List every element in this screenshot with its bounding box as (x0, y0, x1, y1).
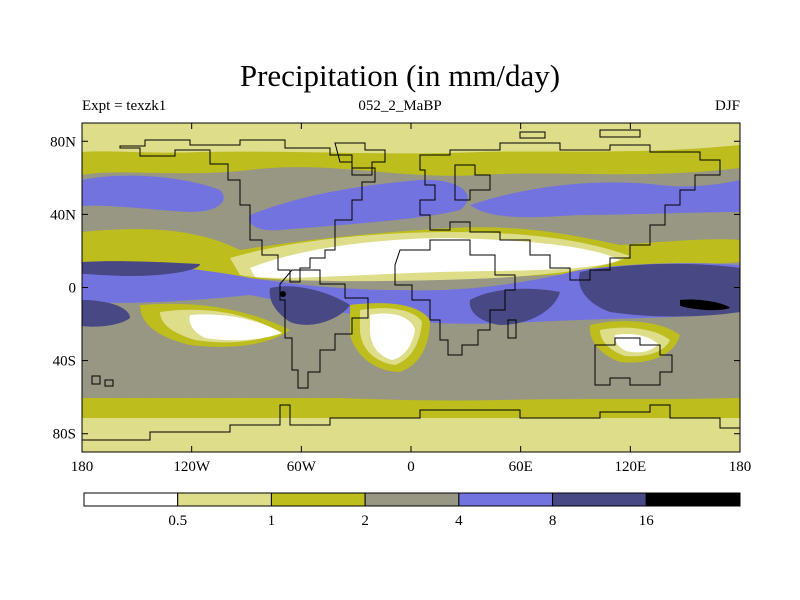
colorbar-box-0 (83, 492, 179, 507)
storm-track-pacific (82, 175, 224, 212)
coast-australia (594, 337, 673, 386)
coast-south-america (279, 269, 369, 389)
southern-storm-track (82, 370, 740, 401)
season-label: DJF (714, 98, 740, 114)
coast-scandinavia (454, 164, 491, 201)
colorbar-label-4: 8 (549, 513, 557, 529)
colorbar-box-5 (552, 492, 647, 507)
subtropic-dry-south (189, 314, 282, 341)
australia-dry (614, 334, 658, 353)
atlantic-south-dry (370, 313, 415, 360)
itcz-8-16-africa (469, 288, 560, 325)
y-tick-label-3: 40S (53, 354, 76, 370)
y-tick-label-4: 80S (53, 427, 76, 443)
plot-title: Precipitation (in mm/day) (239, 58, 561, 93)
colorbar-label-5: 16 (639, 513, 655, 529)
colorbar-box-6 (645, 492, 741, 507)
experiment-label: Expt = texzk1 (82, 98, 167, 114)
y-axis: 80N 40N 0 40S 80S (50, 134, 740, 443)
x-tick-label-1: 120W (173, 459, 211, 475)
x-tick-label-3: 0 (407, 459, 415, 475)
x-axis: 180 120W 60W 0 60E 120E 180 (71, 123, 752, 475)
coast-islands-south-pacific (91, 375, 114, 387)
coast-greenland (334, 142, 386, 176)
coast-africa (394, 239, 516, 356)
antarctic-dry (300, 427, 500, 452)
y-tick-label-0: 80N (50, 134, 76, 150)
coast-north-america (119, 139, 376, 283)
x-tick-label-0: 180 (71, 459, 94, 475)
itcz-8-16-pacific (82, 261, 200, 276)
colorbar-box-1 (177, 492, 272, 507)
itcz-4-8 (82, 262, 740, 324)
coast-antarctica (82, 404, 740, 441)
colorbar-box-3 (364, 492, 460, 507)
colorbar-label-3: 4 (455, 513, 463, 529)
colorbar-box-4 (458, 492, 554, 507)
subtropic-dry-north (250, 238, 620, 278)
colorbar-label-2: 2 (361, 513, 369, 529)
storm-track-atlantic (249, 179, 468, 231)
band-north-1-2 (82, 123, 740, 154)
x-tick-label-6: 180 (729, 459, 752, 475)
coast-eurasia (419, 142, 721, 281)
x-tick-label-5: 120E (614, 459, 646, 475)
colorbar-box-2 (270, 492, 366, 507)
period-label: 052_2_MaBP (358, 98, 442, 114)
colorbar-label-0: 0.5 (168, 513, 187, 529)
y-tick-label-2: 0 (69, 281, 77, 297)
precipitation-field (82, 123, 740, 452)
itcz-8-16-america (269, 286, 350, 325)
coast-madagascar (507, 319, 517, 339)
extreme-spot-america (280, 291, 286, 297)
coast-arctic-islands (519, 129, 641, 139)
land-outlines (82, 129, 740, 441)
storm-track-asia (470, 180, 740, 218)
itcz-extreme (680, 299, 730, 311)
x-tick-label-2: 60W (287, 459, 317, 475)
itcz-8-16-southpacific (82, 300, 130, 327)
colorbar-label-1: 1 (268, 513, 276, 529)
x-tick-label-4: 60E (509, 459, 533, 475)
colorbar: 0.5 1 2 4 8 16 (83, 492, 741, 529)
y-tick-label-1: 40N (50, 207, 76, 223)
